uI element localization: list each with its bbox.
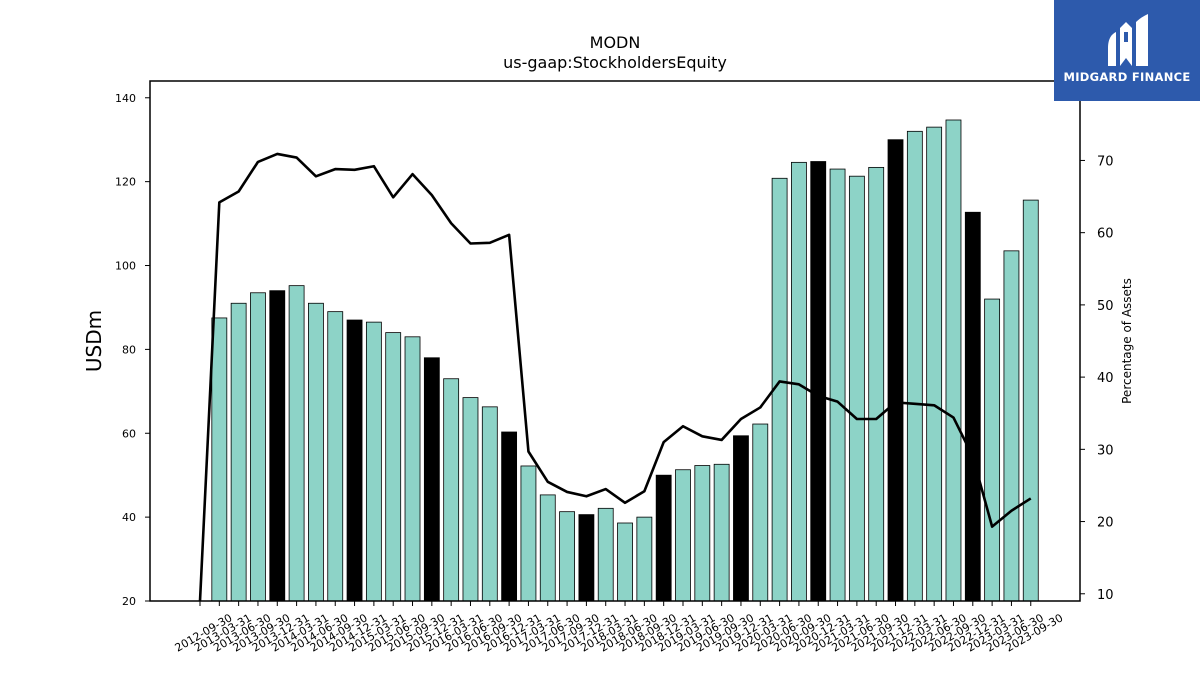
y-tick-label: 80 (122, 343, 136, 356)
line-series (198, 152, 1032, 602)
bar-2018-12-31 (655, 474, 672, 602)
bar-2020-09-30 (791, 161, 807, 602)
y2-tick-label: 70 (1097, 154, 1114, 169)
chart-title: MODN (590, 33, 641, 52)
bar-2018-09-30 (636, 516, 653, 602)
bar-2019-09-30 (713, 463, 730, 602)
bar-2020-12-31 (810, 161, 827, 602)
bar-2017-09-30 (559, 511, 575, 602)
bar-2014-09-30 (327, 311, 344, 602)
bar-2015-03-31 (365, 321, 382, 602)
y2-tick-label: 20 (1097, 516, 1114, 531)
y-tick-label: 100 (115, 260, 136, 273)
bar-2015-09-30 (404, 336, 421, 602)
bar-2013-03-31 (211, 317, 228, 602)
bar-2013-06-30 (230, 302, 247, 602)
bar-2016-12-31 (501, 431, 518, 602)
bar-2023-03-31 (984, 298, 1001, 602)
bar-2019-06-30 (694, 465, 711, 602)
y2-tick-label: 50 (1097, 299, 1114, 314)
bar-2022-09-30 (945, 119, 962, 602)
midgard-logo-icon (1108, 14, 1148, 66)
y2-tick-label: 30 (1097, 443, 1114, 458)
bar-2016-06-30 (462, 397, 479, 602)
y-tick-label: 20 (122, 595, 136, 608)
bar-2014-12-31 (346, 319, 363, 602)
y2-axis-label: Percentage of Assets (1120, 278, 1134, 404)
logo-text: MIDGARD FINANCE (1063, 70, 1191, 84)
bar-2022-12-31 (964, 211, 981, 602)
bar-2019-03-31 (675, 469, 691, 602)
plot-frame (149, 80, 1081, 602)
bar-2013-09-30 (250, 292, 266, 602)
bar-2013-12-31 (269, 290, 286, 602)
bar-2015-12-31 (423, 357, 440, 602)
y-tick-label: 120 (115, 176, 136, 189)
y-axis-left: 20 40 60 80 100 120 140 (115, 92, 150, 608)
midgard-finance-logo: MIDGARD FINANCE (1054, 0, 1200, 101)
bar-2017-06-30 (539, 494, 556, 602)
y-tick-label: 40 (122, 511, 136, 524)
y2-tick-label: 60 (1097, 227, 1114, 242)
y-tick-label: 60 (122, 427, 136, 440)
bar-series (211, 119, 1039, 602)
y-tick-label: 140 (115, 92, 136, 105)
percentage-of-assets-line (198, 152, 1032, 602)
bar-2019-12-31 (733, 435, 749, 602)
bar-2022-03-31 (906, 130, 923, 602)
bar-2016-03-31 (443, 378, 460, 602)
bar-2023-06-30 (1003, 250, 1020, 602)
bar-2018-06-30 (617, 522, 633, 602)
bar-2023-09-30 (1022, 199, 1039, 602)
bar-2022-06-30 (926, 126, 943, 602)
y2-tick-label: 10 (1097, 588, 1114, 603)
bar-2017-12-31 (578, 514, 595, 602)
bar-2020-03-31 (752, 423, 769, 602)
bar-2021-06-30 (848, 175, 865, 602)
bar-2017-03-31 (520, 465, 537, 602)
bar-2018-03-31 (597, 507, 614, 602)
bar-2014-06-30 (308, 302, 324, 602)
y-axis-right: 10 20 30 40 50 60 70 (1080, 154, 1114, 603)
y2-tick-label: 40 (1097, 371, 1114, 386)
bar-2021-03-31 (829, 168, 846, 602)
bar-2021-09-30 (868, 166, 885, 602)
bar-2014-03-31 (288, 285, 305, 602)
x-axis: 2012-09-302013-03-312013-06-302013-09-30… (173, 601, 1065, 655)
chart-subtitle: us-gaap:StockholdersEquity (503, 53, 727, 72)
bar-2016-09-30 (481, 406, 498, 602)
y-axis-label: USDm (82, 310, 106, 372)
bar-2015-06-30 (385, 332, 402, 602)
bar-2021-12-31 (887, 139, 904, 602)
